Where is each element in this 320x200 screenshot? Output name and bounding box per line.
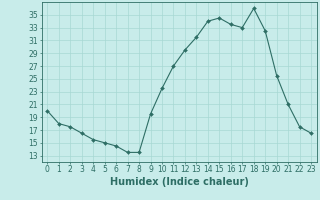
X-axis label: Humidex (Indice chaleur): Humidex (Indice chaleur) (110, 177, 249, 187)
